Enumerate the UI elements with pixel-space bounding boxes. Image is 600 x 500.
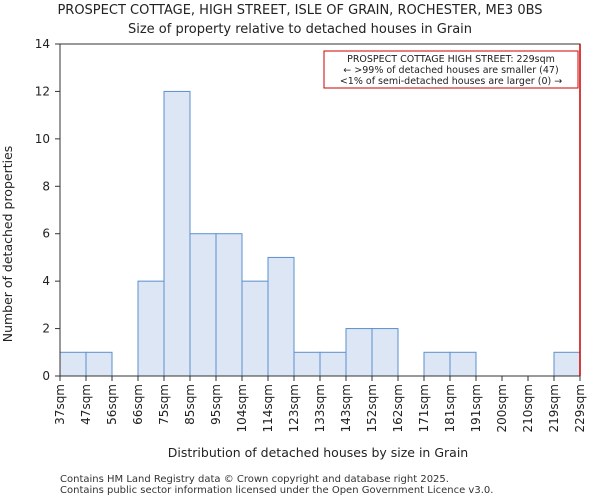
chart-subtitle: Size of property relative to detached ho… — [128, 22, 472, 37]
x-tick-label: 104sqm — [235, 384, 249, 432]
x-tick-label: 229sqm — [573, 384, 587, 432]
y-tick-label: 0 — [42, 369, 50, 383]
y-tick-label: 2 — [42, 322, 50, 336]
x-tick-label: 171sqm — [417, 384, 431, 432]
x-tick-label: 152sqm — [365, 384, 379, 432]
x-tick-label: 95sqm — [209, 384, 223, 425]
bar-219sqm — [553, 351, 581, 377]
y-tick-label: 12 — [35, 84, 50, 98]
x-tick-label: 114sqm — [261, 384, 275, 432]
bar-181sqm — [449, 351, 477, 377]
footer-line-1: Contains HM Land Registry data © Crown c… — [60, 474, 449, 485]
annotation-line-2: ← >99% of detached houses are smaller (4… — [343, 65, 558, 76]
bars — [59, 90, 581, 377]
x-tick-label: 123sqm — [287, 384, 301, 432]
bar-104sqm — [241, 280, 269, 377]
footer-line-2: Contains public sector information licen… — [60, 485, 494, 496]
bar-66sqm — [137, 280, 165, 377]
bar-85sqm — [189, 233, 217, 377]
chart-title: PROSPECT COTTAGE, HIGH STREET, ISLE OF G… — [57, 3, 542, 18]
annotation-line-1: PROSPECT COTTAGE HIGH STREET: 229sqm — [347, 54, 555, 65]
bar-123sqm — [293, 351, 321, 377]
x-tick-label: 85sqm — [183, 384, 197, 425]
bar-114sqm — [267, 256, 295, 377]
x-tick-label: 133sqm — [313, 384, 327, 432]
bar-37sqm — [59, 351, 87, 377]
x-tick-label: 210sqm — [521, 384, 535, 432]
bar-75sqm — [163, 90, 191, 377]
annotation-box: PROSPECT COTTAGE HIGH STREET: 229sqm ← >… — [323, 50, 579, 89]
bar-152sqm — [371, 328, 399, 377]
x-tick-label: 56sqm — [105, 384, 119, 425]
x-tick-label: 143sqm — [339, 384, 353, 432]
y-tick-label: 8 — [42, 179, 50, 193]
bar-95sqm — [215, 233, 243, 377]
x-tick-label: 219sqm — [547, 384, 561, 432]
x-tick-label: 181sqm — [443, 384, 457, 432]
y-tick-label: 10 — [35, 132, 50, 146]
y-tick-label: 6 — [42, 227, 50, 241]
histogram-chart: PROSPECT COTTAGE, HIGH STREET, ISLE OF G… — [0, 3, 587, 460]
y-tick-label: 14 — [35, 37, 50, 51]
x-tick-label: 162sqm — [391, 384, 405, 432]
bar-47sqm — [85, 351, 113, 377]
x-tick-label: 75sqm — [157, 384, 171, 425]
annotation-line-3: <1% of semi-detached houses are larger (… — [340, 76, 562, 87]
bar-133sqm — [319, 351, 347, 377]
x-axis-ticks: 37sqm 47sqm 56sqm 66sqm 75sqm 85sqm 95sqm 104sq… — [53, 376, 587, 432]
y-axis-label: Number of detached properties — [0, 146, 15, 343]
x-tick-label: 37sqm — [53, 384, 67, 425]
x-axis-label: Distribution of detached houses by size … — [168, 445, 468, 460]
y-axis-ticks: 0 2 4 6 8 10 12 14 — [35, 37, 60, 383]
x-tick-label: 66sqm — [131, 384, 145, 425]
x-tick-label: 47sqm — [79, 384, 93, 425]
y-tick-label: 4 — [42, 274, 50, 288]
x-tick-label: 191sqm — [469, 384, 483, 432]
x-tick-label: 200sqm — [495, 384, 509, 432]
bar-143sqm — [345, 328, 373, 377]
bar-171sqm — [423, 351, 451, 377]
